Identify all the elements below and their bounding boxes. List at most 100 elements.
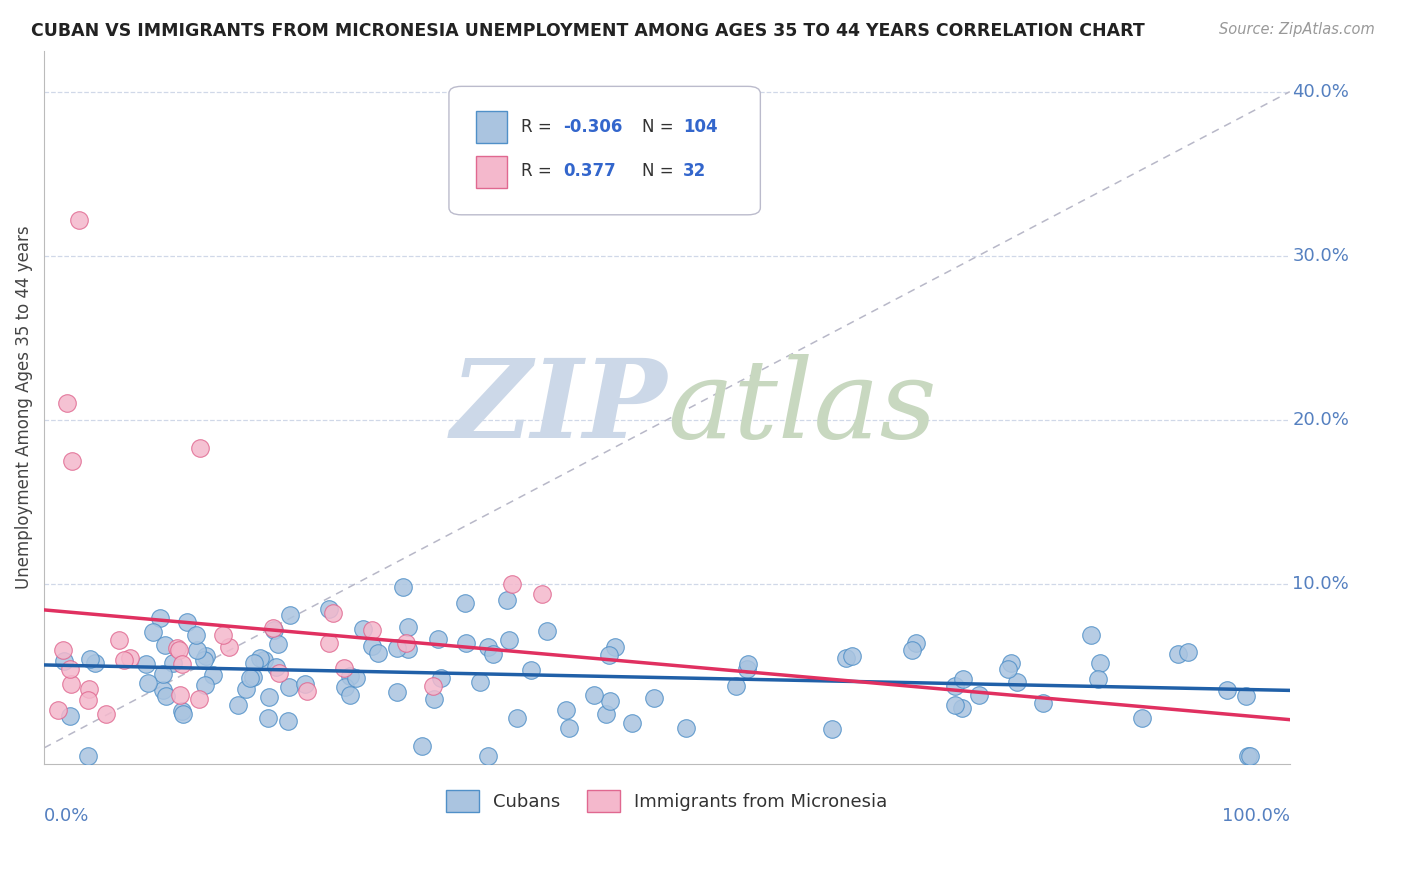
Point [108, 633, 131, 648]
Point [94, 707, 117, 722]
Point [554, 703, 576, 717]
Point [176, 615, 198, 629]
Point [259, 690, 281, 704]
Point [969, 688, 991, 702]
Point [506, 711, 529, 725]
Point [318, 636, 340, 650]
Text: 100.0%: 100.0% [1222, 807, 1289, 825]
Point [395, 636, 418, 650]
Point [166, 640, 188, 655]
FancyBboxPatch shape [477, 155, 508, 187]
Point [495, 593, 517, 607]
Point [1088, 656, 1111, 670]
Text: -0.306: -0.306 [564, 118, 623, 136]
Point [339, 688, 361, 702]
Point [184, 628, 207, 642]
Point [118, 650, 141, 665]
Point [152, 682, 174, 697]
Point [155, 689, 177, 703]
Text: N =: N = [643, 162, 679, 180]
Point [136, 676, 159, 690]
Point [422, 679, 444, 693]
Point [620, 716, 643, 731]
Point [267, 666, 290, 681]
Point [263, 623, 285, 637]
Point [599, 694, 621, 708]
Point [239, 671, 262, 685]
Point [235, 681, 257, 696]
Point [477, 640, 499, 654]
Point [67, 212, 90, 227]
Text: 104: 104 [683, 118, 717, 136]
Point [194, 648, 217, 663]
Point [454, 596, 477, 610]
Point [477, 749, 499, 764]
Point [501, 577, 523, 591]
Point [277, 714, 299, 728]
Point [167, 642, 190, 657]
Point [218, 640, 240, 655]
Point [1166, 647, 1188, 661]
Point [172, 706, 194, 721]
Point [367, 646, 389, 660]
Legend: Cubans, Immigrants from Micronesia: Cubans, Immigrants from Micronesia [439, 783, 894, 820]
Point [598, 648, 620, 663]
Point [339, 669, 361, 683]
Point [152, 666, 174, 681]
Point [79, 652, 101, 666]
Text: atlas: atlas [666, 354, 936, 461]
Point [603, 640, 626, 654]
Text: 10.0%: 10.0% [1292, 574, 1348, 593]
Point [643, 690, 665, 705]
Point [187, 692, 209, 706]
Point [943, 679, 966, 693]
Point [1215, 683, 1237, 698]
Point [519, 663, 541, 677]
Point [1177, 645, 1199, 659]
Point [557, 722, 579, 736]
Text: 40.0%: 40.0% [1292, 83, 1350, 101]
Point [280, 608, 302, 623]
Text: R =: R = [522, 118, 557, 136]
Point [170, 657, 193, 672]
Point [385, 641, 408, 656]
Point [396, 620, 419, 634]
Point [1005, 675, 1028, 690]
Point [536, 624, 558, 639]
Point [60, 454, 83, 468]
FancyBboxPatch shape [477, 112, 508, 144]
Point [55, 396, 77, 410]
Point [901, 642, 924, 657]
Point [430, 671, 453, 685]
Point [498, 633, 520, 648]
Point [385, 685, 408, 699]
Point [1032, 696, 1054, 710]
Point [735, 662, 758, 676]
Point [188, 441, 211, 455]
Point [468, 674, 491, 689]
Point [1000, 657, 1022, 671]
Point [155, 638, 177, 652]
Point [834, 650, 856, 665]
Text: 20.0%: 20.0% [1292, 411, 1350, 429]
Point [79, 681, 101, 696]
Y-axis label: Unemployment Among Ages 35 to 44 years: Unemployment Among Ages 35 to 44 years [15, 226, 32, 590]
Point [162, 656, 184, 670]
Point [253, 653, 276, 667]
Text: 0.0%: 0.0% [44, 807, 90, 825]
Point [396, 641, 419, 656]
Point [943, 698, 966, 712]
Point [391, 581, 413, 595]
Point [318, 601, 340, 615]
Text: 30.0%: 30.0% [1292, 247, 1350, 265]
Point [482, 647, 505, 661]
Point [212, 627, 235, 641]
Point [112, 653, 135, 667]
Text: R =: R = [522, 162, 557, 180]
Point [361, 623, 384, 637]
Point [242, 670, 264, 684]
Point [257, 711, 280, 725]
Point [242, 657, 264, 671]
Point [1237, 749, 1260, 764]
Point [76, 692, 98, 706]
